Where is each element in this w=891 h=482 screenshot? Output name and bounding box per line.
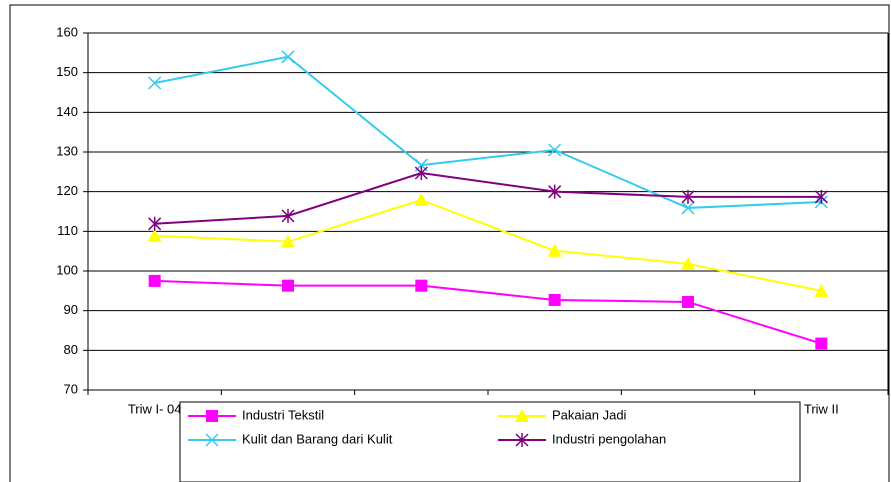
legend-label: Industri Tekstil — [242, 407, 324, 422]
data-point — [681, 201, 695, 215]
y-tick-label: 150 — [56, 64, 78, 79]
data-point — [148, 274, 161, 287]
data-point — [681, 189, 695, 204]
x-tick-label: Triw II — [804, 401, 839, 416]
series-line — [154, 55, 822, 209]
data-point — [148, 216, 162, 231]
y-tick-label: 90 — [64, 302, 78, 317]
data-point — [548, 184, 562, 199]
y-tick-label: 130 — [56, 143, 78, 158]
data-point — [682, 295, 694, 308]
data-point — [281, 234, 295, 248]
data-point — [681, 256, 695, 270]
data-point — [815, 337, 828, 350]
legend-label: Kulit dan Barang dari Kulit — [242, 431, 393, 446]
legend-box — [179, 401, 801, 482]
data-point — [548, 293, 561, 306]
y-tick-label: 80 — [64, 342, 78, 357]
data-point — [147, 228, 162, 242]
data-point — [547, 243, 562, 257]
data-point — [281, 50, 295, 64]
data-point — [548, 143, 562, 157]
data-point — [414, 166, 428, 181]
series-line — [154, 172, 822, 225]
y-tick-label: 100 — [56, 262, 78, 277]
series-line — [154, 198, 822, 292]
legend-marker — [515, 433, 529, 447]
data-point — [414, 192, 429, 206]
data-point — [814, 283, 829, 297]
data-point — [282, 279, 294, 292]
y-tick-label: 120 — [56, 183, 78, 198]
series-line — [154, 279, 822, 345]
x-tick-label: Triw I- 04 — [128, 401, 182, 416]
y-tick-label: 110 — [57, 223, 78, 238]
data-point — [415, 279, 428, 292]
legend-label: Pakaian Jadi — [552, 407, 627, 422]
data-point — [281, 208, 295, 223]
legend-label: Industri pengolahan — [552, 431, 666, 446]
y-tick-label: 160 — [56, 24, 78, 39]
y-tick-label: 70 — [64, 381, 78, 396]
data-point — [148, 76, 162, 90]
legend-marker — [206, 410, 218, 422]
data-point — [814, 189, 828, 204]
legend-marker — [205, 433, 219, 447]
legend-marker — [515, 409, 529, 422]
y-tick-label: 140 — [56, 104, 78, 119]
